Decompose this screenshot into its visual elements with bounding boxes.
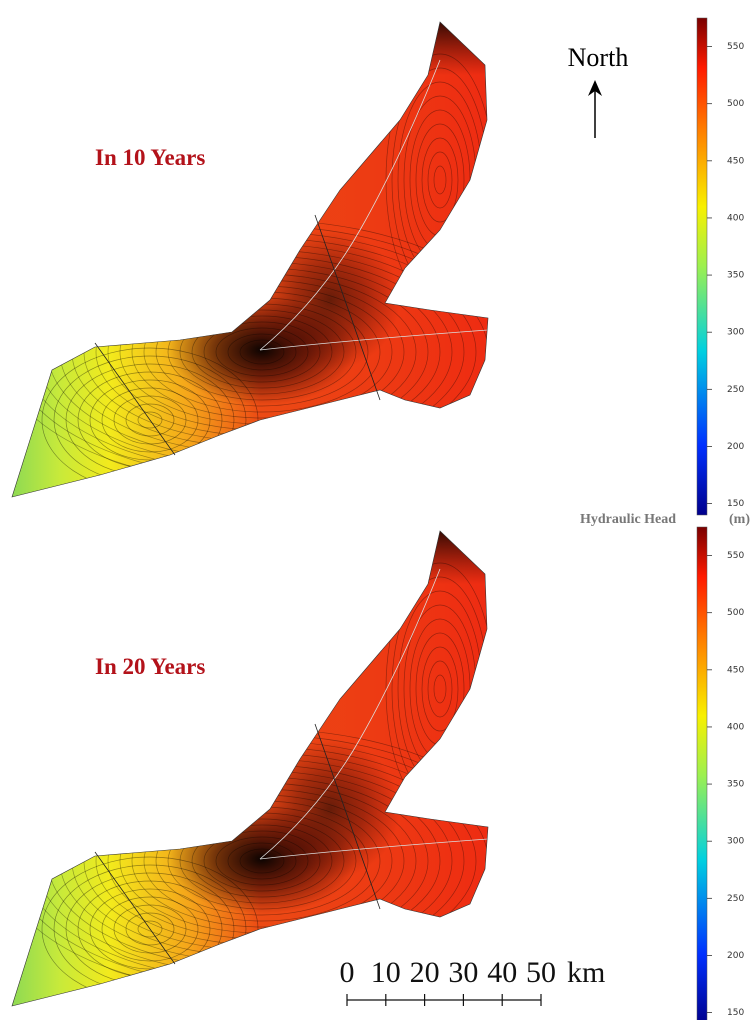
- model-domain: [0, 509, 524, 1019]
- drawdown-cone: [260, 739, 400, 879]
- colorbar-tick-label: 150: [727, 499, 744, 509]
- colorbar-tick-label: 200: [727, 951, 744, 961]
- panel-label: In 20 Years: [95, 654, 205, 679]
- model-domain: [0, 0, 524, 510]
- colorbar-tick-label: 400: [727, 722, 744, 732]
- scale-label: 20: [410, 956, 440, 989]
- panel-label: In 10 Years: [95, 145, 205, 170]
- domain-fill: [0, 0, 500, 510]
- scale-label: 50: [526, 956, 556, 989]
- colorbar-tick-label: 300: [727, 837, 744, 847]
- drawdown-cone: [260, 230, 400, 370]
- colorbar-tick-label: 350: [727, 780, 744, 790]
- scale-label: 30: [448, 956, 478, 989]
- scale-label: 40: [487, 956, 517, 989]
- north-label: North: [568, 43, 629, 72]
- scale-label: 0: [340, 956, 355, 989]
- colorbar-tick-label: 250: [727, 385, 744, 395]
- domain-fill: [0, 509, 500, 1019]
- colorbar: [697, 527, 707, 1020]
- scale-label: 10: [371, 956, 401, 989]
- colorbar-tick-label: 200: [727, 442, 744, 452]
- colorbar-tick-label: 150: [727, 1008, 744, 1018]
- colorbar-tick-label: 450: [727, 156, 744, 166]
- scale-unit: km: [567, 956, 605, 989]
- colorbar-tick-label: 500: [727, 99, 744, 109]
- north-arrow: North: [568, 43, 629, 138]
- panel: In 10 Years 150 200 250 300 350 400 450 500 550: [0, 0, 744, 515]
- colorbar-unit: (m): [729, 512, 750, 527]
- colorbar-tick-label: 350: [727, 271, 744, 281]
- figure: North Hydraulic Head (m) In 10 Years 150 2…: [0, 0, 751, 1020]
- colorbar-tick-label: 500: [727, 608, 744, 618]
- colorbar-tick-label: 450: [727, 665, 744, 675]
- colorbar-tick-label: 400: [727, 213, 744, 223]
- colorbar-tick-label: 550: [727, 551, 744, 561]
- colorbar: [697, 18, 707, 515]
- colorbar-tick-label: 250: [727, 894, 744, 904]
- colorbar-tick-label: 550: [727, 42, 744, 52]
- colorbar-title: Hydraulic Head: [580, 512, 676, 527]
- colorbar-tick-label: 300: [727, 328, 744, 338]
